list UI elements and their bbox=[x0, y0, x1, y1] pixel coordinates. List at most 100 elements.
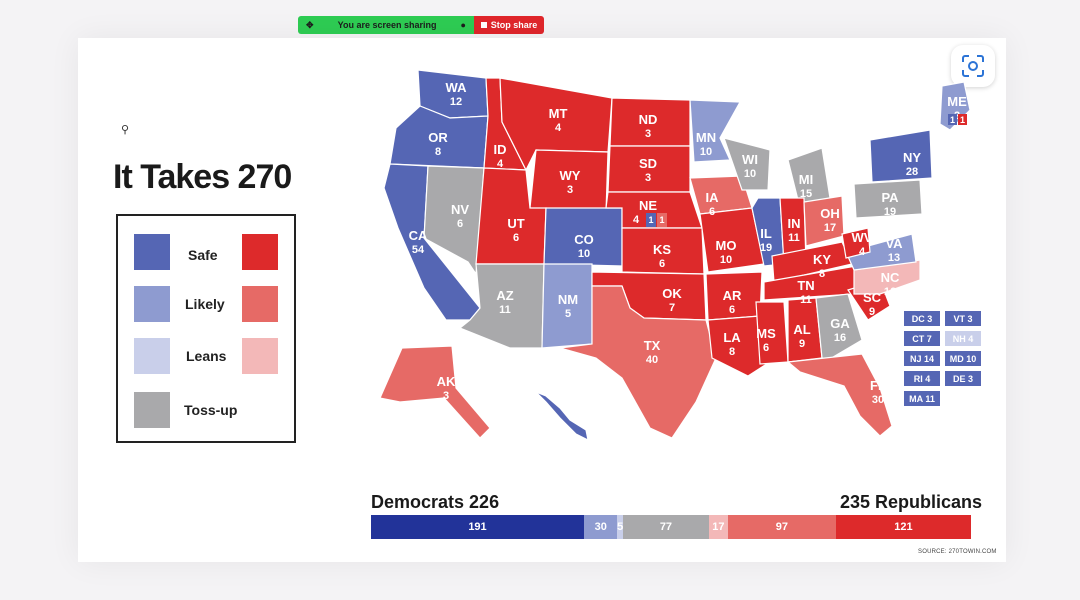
legend-swatch-rep-likely bbox=[242, 286, 278, 322]
state-ev-or: 8 bbox=[435, 146, 441, 158]
democrats-total: Democrats 226 bbox=[371, 492, 500, 512]
stop-share-button[interactable]: Stop share bbox=[474, 16, 544, 34]
state-ev-nd: 3 bbox=[645, 128, 651, 140]
state-label-ak: AK bbox=[437, 374, 456, 389]
state-ny bbox=[869, 129, 933, 183]
legend-swatch-dem-safe bbox=[134, 234, 170, 270]
state-ev-id: 4 bbox=[497, 158, 504, 170]
tally-segment-dem-bar: 191 bbox=[371, 515, 584, 539]
state-label-ca: CA bbox=[409, 228, 428, 243]
state-ev-wi: 10 bbox=[744, 168, 756, 180]
screen-share-status: You are screen sharing bbox=[337, 20, 437, 30]
small-state-nj: NJ 14 bbox=[904, 351, 940, 366]
tally-segment-rep-leans: 17 bbox=[708, 515, 728, 539]
state-ev-ms: 6 bbox=[763, 342, 769, 354]
state-label-tn: TN bbox=[797, 278, 814, 293]
state-ev-ny: 28 bbox=[906, 166, 918, 178]
state-ev-ky: 8 bbox=[819, 268, 825, 280]
tally-segment-rep-bar: 121 bbox=[836, 515, 971, 539]
tally-segment-dem-leans: 5 bbox=[617, 515, 624, 539]
state-label-la: LA bbox=[723, 330, 741, 345]
state-label-wv: WV bbox=[852, 230, 873, 245]
state-ev-va: 13 bbox=[888, 252, 900, 264]
state-ev-ok: 7 bbox=[669, 302, 675, 314]
state-label-mn: MN bbox=[696, 130, 716, 145]
state-label-id: ID bbox=[494, 142, 507, 157]
state-nv bbox=[423, 165, 485, 276]
state-label-il: IL bbox=[760, 226, 772, 241]
state-wv bbox=[841, 227, 871, 259]
state-fl bbox=[786, 353, 893, 437]
state-ev-la: 8 bbox=[729, 346, 735, 358]
state-ev-mt: 4 bbox=[555, 122, 562, 134]
state-label-nd: ND bbox=[639, 112, 658, 127]
state-ev-ut: 6 bbox=[513, 232, 519, 244]
state-ev-ca: 54 bbox=[412, 244, 425, 256]
state-ev-mn: 10 bbox=[700, 146, 712, 158]
state-label-co: CO bbox=[574, 232, 594, 247]
small-state-vt: VT 3 bbox=[945, 311, 981, 326]
legend-swatch-tossup bbox=[134, 392, 170, 428]
state-label-sc: SC bbox=[863, 290, 882, 305]
state-mn bbox=[689, 99, 741, 163]
small-state-ri: RI 4 bbox=[904, 371, 940, 386]
screen-search-icon bbox=[962, 55, 984, 77]
state-label-mo: MO bbox=[716, 238, 737, 253]
state-tx bbox=[559, 285, 717, 439]
screen-share-bar: ✥ You are screen sharing ● Stop share bbox=[298, 16, 544, 34]
state-ev-hi: 4 bbox=[607, 438, 614, 450]
source-note: SOURCE: 270TOWIN.COM bbox=[918, 549, 997, 555]
small-state-de: DE 3 bbox=[945, 371, 981, 386]
state-label-mt: MT bbox=[549, 106, 568, 121]
tally-segment-tossup: 77 bbox=[623, 515, 709, 539]
magnifier-icon[interactable]: ⚲ bbox=[121, 124, 130, 136]
state-label-ar: AR bbox=[723, 288, 742, 303]
state-label-me: ME bbox=[947, 94, 967, 109]
state-label-hi: HI bbox=[604, 422, 617, 437]
me-district-tag-2: 1 bbox=[958, 114, 967, 125]
small-state-md: MD 10 bbox=[945, 351, 981, 366]
state-label-al: AL bbox=[793, 322, 810, 337]
legend-swatch-rep-safe bbox=[242, 234, 278, 270]
visual-search-button[interactable] bbox=[951, 45, 995, 87]
state-ev-mo: 10 bbox=[720, 254, 732, 266]
state-ev-al: 9 bbox=[799, 338, 805, 350]
state-ev-tx: 40 bbox=[646, 354, 658, 366]
legend-label-tossup: Toss-up bbox=[184, 402, 238, 418]
state-ev-nc: 16 bbox=[884, 286, 896, 298]
state-label-ok: OK bbox=[662, 286, 682, 301]
state-label-nm: NM bbox=[558, 292, 578, 307]
small-state-ma: MA 11 bbox=[904, 391, 940, 406]
state-ev-me: 2 bbox=[954, 110, 960, 122]
state-label-ms: MS bbox=[756, 326, 776, 341]
state-label-or: OR bbox=[428, 130, 448, 145]
state-label-ky: KY bbox=[813, 252, 831, 267]
state-label-oh: OH bbox=[820, 206, 840, 221]
state-label-ia: IA bbox=[706, 190, 720, 205]
state-ev-ar: 6 bbox=[729, 304, 735, 316]
state-ev-in: 11 bbox=[788, 232, 800, 244]
shield-icon: ● bbox=[460, 20, 466, 30]
small-state-dc: DC 3 bbox=[904, 311, 940, 326]
me-district-tag-1: 1 bbox=[948, 114, 957, 125]
legend-label-safe: Safe bbox=[188, 247, 218, 263]
state-label-mi: MI bbox=[799, 172, 813, 187]
state-ev-ga: 16 bbox=[834, 332, 846, 344]
legend-swatch-dem-likely bbox=[134, 286, 170, 322]
drag-handle-icon[interactable]: ✥ bbox=[306, 19, 314, 30]
tally-segment-dem-likely: 30 bbox=[584, 515, 618, 539]
state-ev-co: 10 bbox=[578, 248, 590, 260]
state-label-nc: NC bbox=[881, 270, 900, 285]
state-ev-sd: 3 bbox=[645, 172, 651, 184]
state-oh bbox=[803, 195, 845, 247]
state-ev-wa: 12 bbox=[450, 96, 462, 108]
small-state-nh: NH 4 bbox=[945, 331, 981, 346]
legend-label-likely: Likely bbox=[185, 296, 225, 312]
small-state-ct: CT 7 bbox=[904, 331, 940, 346]
electoral-vote-bar: 191 30 5 77 17 97 121 bbox=[371, 515, 971, 539]
state-label-ut: UT bbox=[507, 216, 524, 231]
screen-share-indicator: ✥ You are screen sharing ● bbox=[298, 16, 474, 34]
state-label-ny: NY bbox=[903, 150, 921, 165]
state-ev-ne: 4 bbox=[633, 214, 640, 226]
stop-share-label: Stop share bbox=[490, 20, 538, 30]
